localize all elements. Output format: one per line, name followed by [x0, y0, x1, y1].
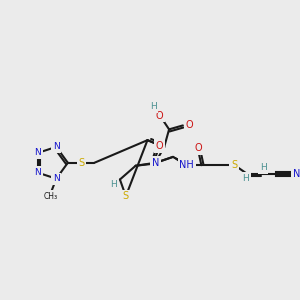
- Text: H: H: [242, 174, 249, 183]
- Text: S: S: [79, 158, 85, 168]
- Text: NH: NH: [179, 160, 194, 170]
- Text: S: S: [123, 191, 129, 201]
- Polygon shape: [173, 157, 188, 166]
- Text: H: H: [111, 182, 117, 191]
- Text: N: N: [34, 168, 41, 177]
- Text: N: N: [152, 158, 159, 168]
- Text: N: N: [53, 142, 60, 152]
- Text: O: O: [195, 143, 203, 153]
- Text: H: H: [260, 163, 267, 172]
- Text: H: H: [150, 102, 157, 111]
- Text: S: S: [231, 160, 237, 170]
- Text: CH₃: CH₃: [43, 192, 57, 201]
- Text: O: O: [155, 141, 163, 151]
- Text: H: H: [110, 180, 116, 189]
- Text: N: N: [53, 174, 60, 183]
- Text: N: N: [293, 169, 300, 178]
- Text: N: N: [34, 148, 41, 158]
- Text: O: O: [186, 120, 194, 130]
- Text: O: O: [155, 111, 163, 121]
